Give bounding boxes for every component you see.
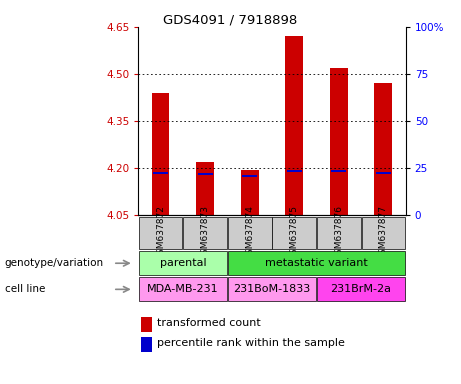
Bar: [374, 83, 392, 215]
Bar: [330, 68, 348, 215]
Text: cell line: cell line: [5, 284, 45, 295]
Text: MDA-MB-231: MDA-MB-231: [147, 284, 219, 295]
FancyBboxPatch shape: [139, 277, 227, 301]
FancyBboxPatch shape: [139, 217, 183, 249]
Bar: [153, 172, 168, 174]
Bar: [242, 175, 257, 177]
FancyBboxPatch shape: [139, 251, 227, 275]
Text: transformed count: transformed count: [157, 318, 260, 328]
Text: GSM637872: GSM637872: [156, 205, 165, 260]
Text: GSM637876: GSM637876: [334, 205, 343, 260]
FancyBboxPatch shape: [228, 217, 272, 249]
Text: GSM637873: GSM637873: [201, 205, 210, 260]
Text: percentile rank within the sample: percentile rank within the sample: [157, 338, 345, 348]
Text: GSM637874: GSM637874: [245, 205, 254, 260]
Text: 231BrM-2a: 231BrM-2a: [331, 284, 391, 295]
Text: metastatic variant: metastatic variant: [265, 258, 368, 268]
Bar: [376, 172, 391, 174]
Text: 231BoM-1833: 231BoM-1833: [233, 284, 311, 295]
FancyBboxPatch shape: [228, 251, 405, 275]
FancyBboxPatch shape: [272, 217, 316, 249]
Bar: [196, 162, 214, 215]
FancyBboxPatch shape: [361, 217, 405, 249]
Text: GSM637877: GSM637877: [379, 205, 388, 260]
Bar: [285, 36, 303, 215]
Bar: [241, 170, 259, 215]
Text: GDS4091 / 7918898: GDS4091 / 7918898: [163, 13, 298, 26]
Text: genotype/variation: genotype/variation: [5, 258, 104, 268]
FancyBboxPatch shape: [317, 277, 405, 301]
Bar: [331, 170, 346, 172]
Text: GSM637875: GSM637875: [290, 205, 299, 260]
FancyBboxPatch shape: [317, 217, 361, 249]
FancyBboxPatch shape: [183, 217, 227, 249]
FancyBboxPatch shape: [228, 277, 316, 301]
Text: parental: parental: [160, 258, 206, 268]
Bar: [141, 337, 152, 352]
Bar: [287, 170, 302, 172]
Bar: [152, 93, 170, 215]
Bar: [198, 173, 213, 175]
Bar: [141, 317, 152, 332]
